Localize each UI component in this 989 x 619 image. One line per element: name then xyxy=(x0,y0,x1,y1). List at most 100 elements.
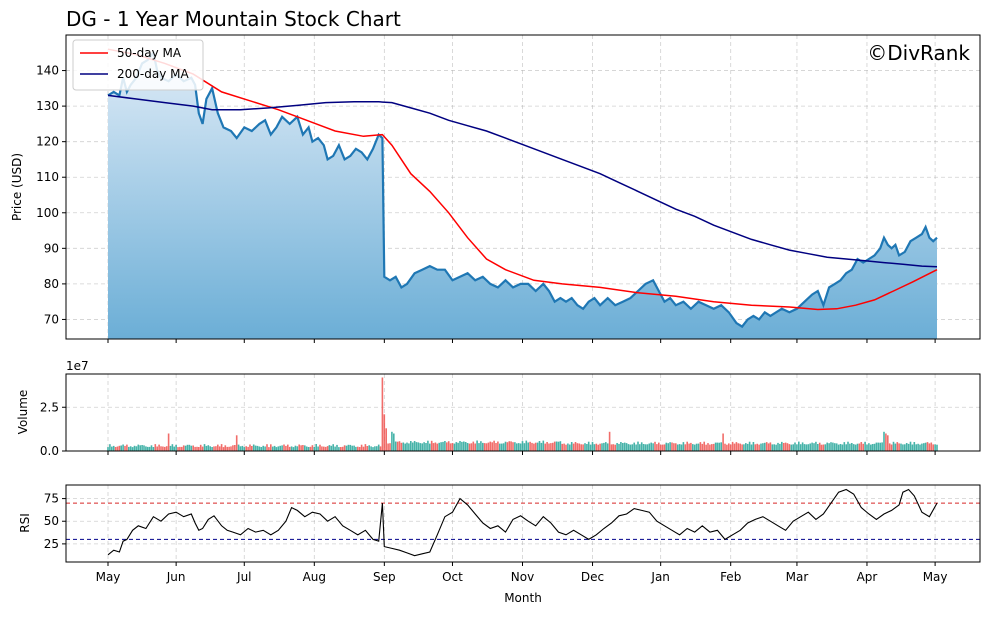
volume-bar xyxy=(610,444,613,451)
volume-bar xyxy=(234,445,236,451)
volume-bar xyxy=(288,446,291,451)
volume-bar xyxy=(311,445,314,451)
volume-bar xyxy=(502,443,505,451)
volume-bar xyxy=(425,443,427,451)
volume-bar xyxy=(928,443,931,451)
volume-scale-label: 1e7 xyxy=(66,359,89,373)
volume-bar xyxy=(570,442,573,451)
volume-bar xyxy=(794,442,796,451)
volume-bar xyxy=(531,442,533,451)
volume-bar xyxy=(860,442,863,451)
volume-bar xyxy=(120,445,122,451)
volume-bar xyxy=(241,445,244,451)
volume-bar xyxy=(686,441,688,451)
volume-bar xyxy=(546,442,548,451)
volume-bar xyxy=(262,445,264,451)
volume-bar xyxy=(606,443,609,451)
volume-bar xyxy=(461,441,463,451)
watermark: ©DivRank xyxy=(867,41,970,65)
volume-bar xyxy=(572,443,575,451)
volume-bar xyxy=(385,428,387,452)
rsi-line xyxy=(107,488,938,557)
volume-bar xyxy=(682,442,685,451)
volume-bar xyxy=(237,444,240,451)
volume-bar xyxy=(296,446,299,451)
volume-bar xyxy=(517,443,520,451)
volume-bar xyxy=(678,444,681,451)
x-tick-label: Oct xyxy=(442,570,463,584)
volume-bar xyxy=(429,443,431,451)
volume-bar xyxy=(453,443,456,451)
volume-bar xyxy=(796,444,798,451)
volume-bar xyxy=(478,443,480,451)
volume-bar xyxy=(417,442,420,451)
volume-bar xyxy=(281,445,283,451)
volume-bar xyxy=(584,443,586,451)
volume-bar xyxy=(746,443,749,451)
volume-bar xyxy=(362,446,365,451)
rsi-panel: 25 50 75 May Jun Jul Aug Sep Oct Nov Dec Jan Feb Mar… xyxy=(18,484,981,584)
volume-bar xyxy=(493,440,495,451)
volume-bar xyxy=(885,433,887,451)
volume-bar xyxy=(538,441,541,451)
volume-bar xyxy=(830,442,832,451)
volume-bar xyxy=(737,443,740,451)
volume-bar xyxy=(578,443,581,451)
volume-bar xyxy=(909,441,912,451)
volume-bar xyxy=(317,446,319,451)
volume-bar xyxy=(205,445,208,451)
volume-bar xyxy=(355,446,357,451)
volume-bar xyxy=(305,446,308,451)
volume-bar xyxy=(285,445,287,451)
volume-bar xyxy=(803,444,806,451)
volume-bar xyxy=(688,443,690,451)
volume-bar xyxy=(627,444,630,451)
volume-bar xyxy=(472,441,475,451)
volume-bar xyxy=(349,444,352,451)
x-tick-label: Sep xyxy=(373,570,396,584)
volume-bar xyxy=(341,446,344,451)
volume-bar xyxy=(764,442,766,451)
y-tick-label: 110 xyxy=(36,170,59,184)
volume-bar xyxy=(186,444,189,451)
volume-bar xyxy=(811,442,813,451)
volume-bar xyxy=(482,442,484,451)
volume-bar xyxy=(892,441,895,451)
volume-bar xyxy=(663,444,666,451)
volume-bar xyxy=(146,446,149,451)
volume-bar xyxy=(642,444,645,451)
volume-bar xyxy=(277,446,280,451)
volume-bar xyxy=(735,442,738,451)
volume-bar xyxy=(283,444,285,451)
volume-bar xyxy=(623,442,626,451)
volume-panel-frame xyxy=(65,373,981,452)
volume-bar xyxy=(680,444,683,451)
volume-bar xyxy=(733,443,736,451)
volume-bar xyxy=(542,440,545,451)
volume-bar xyxy=(247,446,249,451)
volume-bar xyxy=(932,444,934,451)
volume-bar xyxy=(383,414,386,452)
y-tick-label: 50 xyxy=(44,514,59,528)
volume-bar xyxy=(936,444,938,451)
volume-bar xyxy=(245,446,247,451)
price-xticks xyxy=(107,339,936,343)
volume-xticks xyxy=(107,451,936,455)
volume-bar xyxy=(711,444,713,451)
volume-bar xyxy=(504,441,507,451)
volume-bar xyxy=(446,442,448,451)
volume-bar xyxy=(786,443,789,451)
volume-bar xyxy=(828,443,830,451)
volume-bar xyxy=(330,445,333,451)
x-tick-label: May xyxy=(923,570,948,584)
volume-bar xyxy=(171,444,174,451)
y-tick-label: 140 xyxy=(36,64,59,78)
volume-bar xyxy=(924,442,927,451)
volume-bar xyxy=(620,442,622,451)
volume-bar xyxy=(389,443,391,451)
volume-bar xyxy=(129,446,132,451)
volume-bar xyxy=(209,446,211,451)
volume-bar xyxy=(434,442,437,451)
volume-bar xyxy=(555,441,558,451)
volume-bar xyxy=(480,441,482,451)
